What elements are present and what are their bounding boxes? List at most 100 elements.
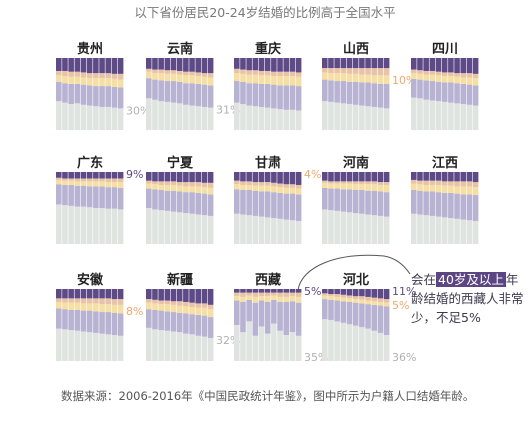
bar-segment — [201, 73, 208, 77]
bar-segment — [264, 185, 271, 192]
bar-segment — [423, 184, 429, 192]
bar-segment — [295, 302, 302, 336]
bar-segment — [176, 103, 183, 130]
bar-segment — [441, 192, 448, 218]
bar-segment — [195, 76, 202, 84]
callout-note: 会在 40岁及以上 年龄结婚的西藏人非常少，不足5% — [411, 270, 529, 327]
bar-segment — [111, 335, 118, 361]
bar-segment — [158, 172, 164, 182]
bar-segment — [365, 190, 371, 215]
bar-segment — [183, 186, 189, 193]
bar-segment — [377, 68, 384, 76]
bar-segment — [417, 98, 423, 130]
panel-13: 西藏5%35% — [234, 272, 328, 364]
bar-segment — [189, 213, 195, 244]
bar-segment — [146, 98, 152, 130]
bar-segment — [176, 182, 183, 186]
bar-segment — [68, 184, 74, 206]
bar-segment — [328, 188, 334, 211]
bar-segment — [170, 289, 177, 302]
bar-segment — [234, 68, 240, 74]
bar-segment — [240, 184, 246, 190]
bar-segment — [164, 172, 171, 182]
bar-segment — [68, 83, 74, 105]
bar-segment — [435, 184, 442, 193]
bar-segment — [80, 289, 87, 299]
bar-segment — [271, 323, 277, 361]
bar-segment — [258, 326, 265, 361]
bar-segment — [340, 73, 347, 82]
bar-segment — [164, 70, 171, 74]
bar-segment — [334, 68, 340, 74]
bar-segment — [377, 182, 384, 185]
bar-segment — [352, 289, 359, 297]
bar-segment — [252, 182, 259, 186]
bar-segment — [240, 289, 246, 293]
bar-segment — [246, 58, 252, 71]
bar-segment — [334, 210, 340, 244]
bar-segment — [152, 289, 158, 300]
bar-segment — [377, 58, 384, 69]
bar-segment — [68, 205, 74, 244]
bar-segment — [252, 58, 259, 71]
bar-segment — [334, 58, 340, 69]
bar-segment — [283, 109, 290, 130]
bar-segment — [207, 187, 214, 195]
bar-segment — [176, 81, 183, 104]
bar-segment — [271, 295, 277, 300]
bar-segment — [158, 69, 164, 74]
bar-segment — [252, 83, 259, 107]
bar-segment — [158, 101, 164, 130]
bar-segment — [448, 58, 454, 73]
bar-segment — [207, 107, 214, 130]
bar-segment — [164, 73, 171, 82]
bar-segment — [195, 83, 202, 107]
bar-segment — [189, 58, 195, 72]
bar-segment — [289, 58, 296, 72]
bar-segment — [93, 303, 99, 312]
bar-segment — [146, 302, 152, 310]
bar-segment — [340, 294, 347, 298]
bar-segment — [383, 172, 390, 183]
bar-segment — [68, 180, 74, 185]
bar-segment — [195, 182, 202, 187]
bar-segment — [352, 190, 359, 214]
bar-segment — [68, 178, 74, 181]
bar-segment — [365, 58, 371, 69]
bar-segment — [68, 71, 74, 77]
bar-segment — [352, 299, 359, 303]
bar-segment — [283, 85, 290, 110]
bar-segment — [68, 302, 74, 310]
bar-segment — [234, 102, 240, 130]
bar-segment — [105, 187, 112, 209]
bar-segment — [322, 101, 328, 130]
bar-segment — [448, 192, 454, 219]
bar-segment — [472, 105, 479, 130]
bar-segment — [365, 304, 371, 329]
bar-segment — [283, 184, 290, 188]
bar-segment — [99, 298, 105, 305]
bar-segment — [334, 296, 340, 301]
bar-segment — [201, 315, 208, 337]
bar-segment — [322, 72, 328, 80]
bar-segment — [164, 181, 171, 185]
bar-segment — [334, 300, 340, 322]
bar-segment — [435, 71, 442, 76]
bar-segment — [328, 294, 334, 297]
bar-segment — [454, 181, 460, 187]
bar-segment — [258, 75, 265, 84]
panel-5: 四川 — [411, 42, 479, 130]
bar-segment — [93, 311, 99, 333]
bar-segment — [117, 209, 124, 244]
bar-segment — [334, 294, 340, 297]
bar-segment — [56, 58, 62, 71]
bar-segment — [252, 106, 259, 130]
bar-segment — [460, 181, 467, 187]
panel-title: 西藏 — [255, 272, 281, 288]
bar-segment — [86, 289, 93, 299]
panel-7: 宁夏 — [146, 155, 214, 244]
bar-segment — [264, 70, 271, 76]
bar-segment — [271, 76, 277, 85]
bar-segment — [359, 172, 365, 182]
bar-segment — [371, 75, 378, 84]
